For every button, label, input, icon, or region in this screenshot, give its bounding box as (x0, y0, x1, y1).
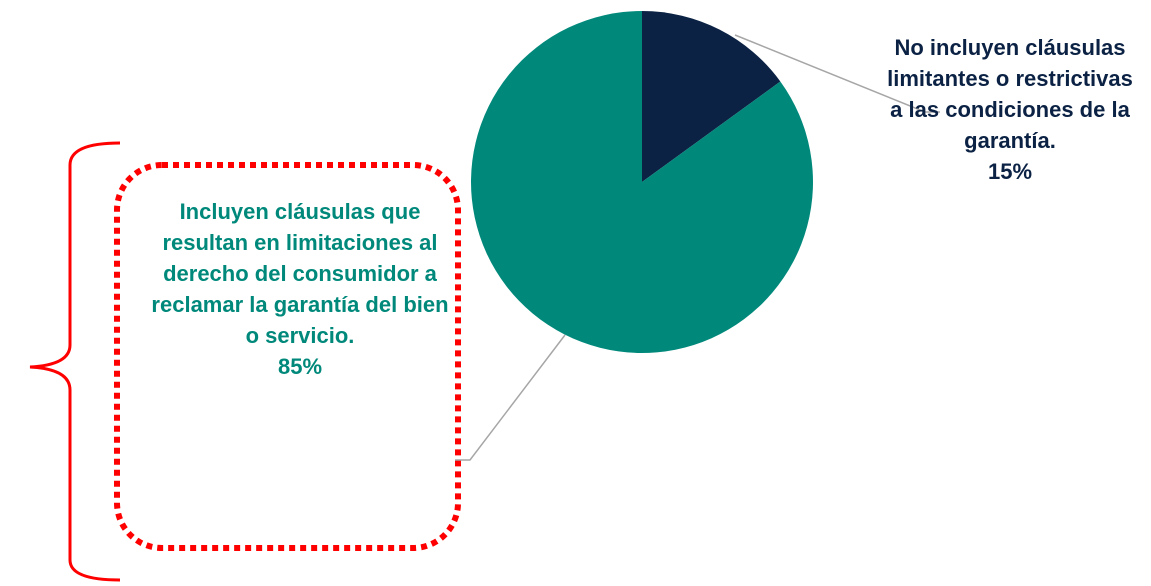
category-label: No incluyen cláusulas limitantes o restr… (887, 35, 1133, 153)
pie (471, 11, 814, 354)
dotted-box (114, 162, 461, 551)
pie-slice (642, 11, 781, 182)
slice-label: Incluyen cláusulas que resultan en limit… (150, 196, 450, 382)
value-label: 85% (277, 354, 323, 379)
value-label: 15% (987, 159, 1033, 184)
category-label: Incluyen cláusulas que resultan en limit… (151, 199, 449, 348)
bracket (29, 141, 121, 582)
slice-label: No incluyen cláusulas limitantes o restr… (885, 32, 1135, 187)
pie-slice (471, 11, 814, 354)
leader-line (455, 334, 566, 461)
leader-line (734, 34, 940, 113)
